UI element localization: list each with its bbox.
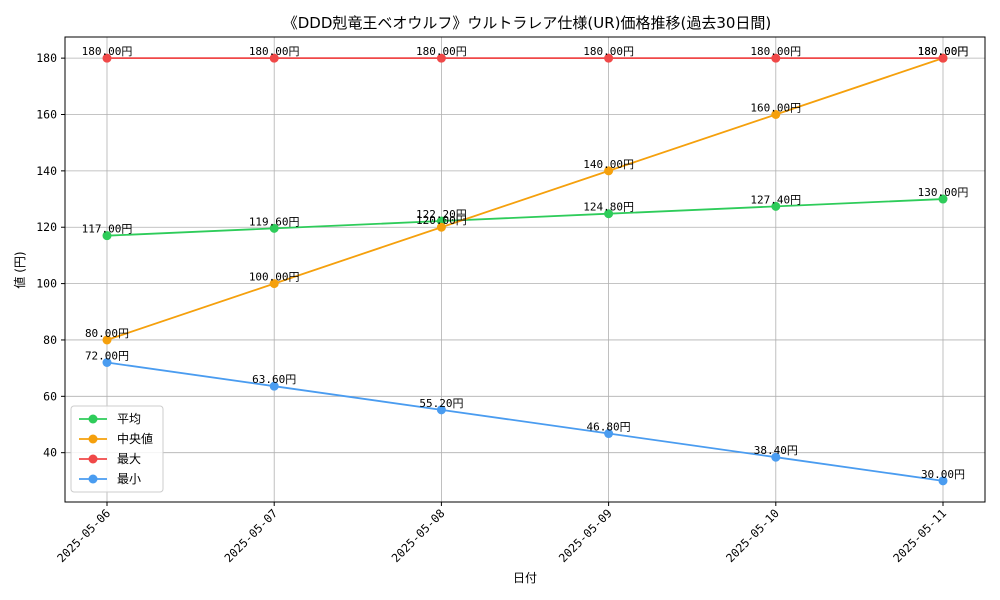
y-tick-label: 80 (43, 333, 57, 347)
data-label: 100.00円 (249, 271, 300, 284)
data-point (604, 429, 614, 439)
legend-entry-label: 最小 (117, 472, 141, 486)
data-label: 38.40円 (754, 444, 798, 457)
ticks-layer: 40 60 80 100 120 140 160 180 2025-05-06 2025-05-0… (36, 51, 949, 565)
legend-entry-label: 平均 (117, 412, 141, 426)
data-point (436, 216, 446, 226)
data-label: 63.60円 (252, 373, 296, 386)
data-label: 180.00円 (750, 45, 801, 58)
x-tick-label: 2025-05-09 (556, 506, 615, 565)
data-label: 46.80円 (587, 421, 631, 434)
legend-marker (88, 454, 98, 464)
data-point (269, 381, 279, 391)
data-point (604, 209, 614, 219)
data-point (771, 452, 781, 462)
y-tick-label: 140 (36, 164, 57, 178)
data-point (604, 53, 614, 63)
x-tick-label: 2025-05-07 (221, 506, 280, 565)
data-label: 127.40円 (750, 193, 801, 206)
data-point (771, 53, 781, 63)
data-point (436, 222, 446, 232)
data-label: 117.00円 (82, 223, 133, 236)
data-point (102, 53, 112, 63)
legend-marker (88, 474, 98, 484)
x-tick-label: 2025-05-11 (890, 506, 949, 565)
x-tick-label: 2025-05-10 (723, 506, 782, 565)
data-label: 180.00円 (918, 45, 969, 58)
y-axis-label: 値 (円) (12, 251, 27, 288)
data-label: 124.80円 (583, 201, 634, 214)
data-point (102, 231, 112, 241)
data-label: 180.00円 (918, 45, 969, 58)
data-point (102, 358, 112, 367)
data-label: 180.00円 (249, 45, 300, 58)
x-axis-label: 日付 (513, 571, 537, 585)
data-point (604, 166, 614, 176)
legend-entry-label: 中央値 (117, 431, 153, 446)
x-tick-label: 2025-05-08 (389, 506, 448, 565)
data-label: 140.00円 (583, 158, 634, 171)
data-point (938, 476, 948, 486)
legend-entry-label: 最大 (117, 452, 141, 466)
data-point (436, 405, 446, 415)
data-label: 120.00円 (416, 214, 467, 227)
data-label: 180.00円 (416, 45, 467, 58)
legend-box (70, 405, 164, 493)
data-label: 30.00円 (921, 468, 965, 481)
data-point (938, 194, 948, 204)
data-point (436, 53, 446, 63)
data-point (771, 110, 781, 119)
data-label: 55.20円 (419, 397, 463, 410)
data-point (102, 335, 112, 345)
data-label: 130.00円 (918, 186, 969, 199)
x-tick-label: 2025-05-06 (54, 506, 113, 565)
series-line (106, 57, 944, 341)
data-label: 160.00円 (750, 102, 801, 115)
data-label: 119.60円 (249, 215, 300, 228)
data-labels-layer: 117.00円 119.60円 122.20円 124.80円 127.40円 130.0… (82, 45, 969, 481)
data-label: 122.20円 (416, 208, 467, 221)
y-tick-label: 100 (36, 277, 57, 291)
data-point (269, 279, 279, 289)
y-tick-label: 180 (36, 51, 57, 65)
data-point (269, 223, 279, 233)
data-point (938, 53, 948, 63)
y-tick-label: 60 (43, 389, 57, 403)
chart-title: 《DDD剋竜王ベオウルフ》ウルトラレア仕様(UR)価格推移(過去30日間) (283, 14, 772, 32)
data-point (771, 201, 781, 211)
series-line (106, 198, 944, 237)
legend-marker (88, 434, 98, 444)
y-tick-label: 40 (43, 446, 57, 460)
y-tick-label: 160 (36, 108, 57, 122)
data-label: 180.00円 (82, 45, 133, 58)
data-label: 72.00円 (85, 350, 129, 363)
data-label: 80.00円 (85, 327, 129, 340)
series-layer (102, 53, 948, 486)
y-tick-label: 120 (36, 220, 57, 234)
grid-layer (65, 37, 985, 502)
legend-marker (88, 414, 98, 424)
series-line (106, 361, 944, 482)
plot-frame (64, 36, 986, 503)
data-label: 180.00円 (583, 45, 634, 58)
data-point (269, 53, 279, 63)
